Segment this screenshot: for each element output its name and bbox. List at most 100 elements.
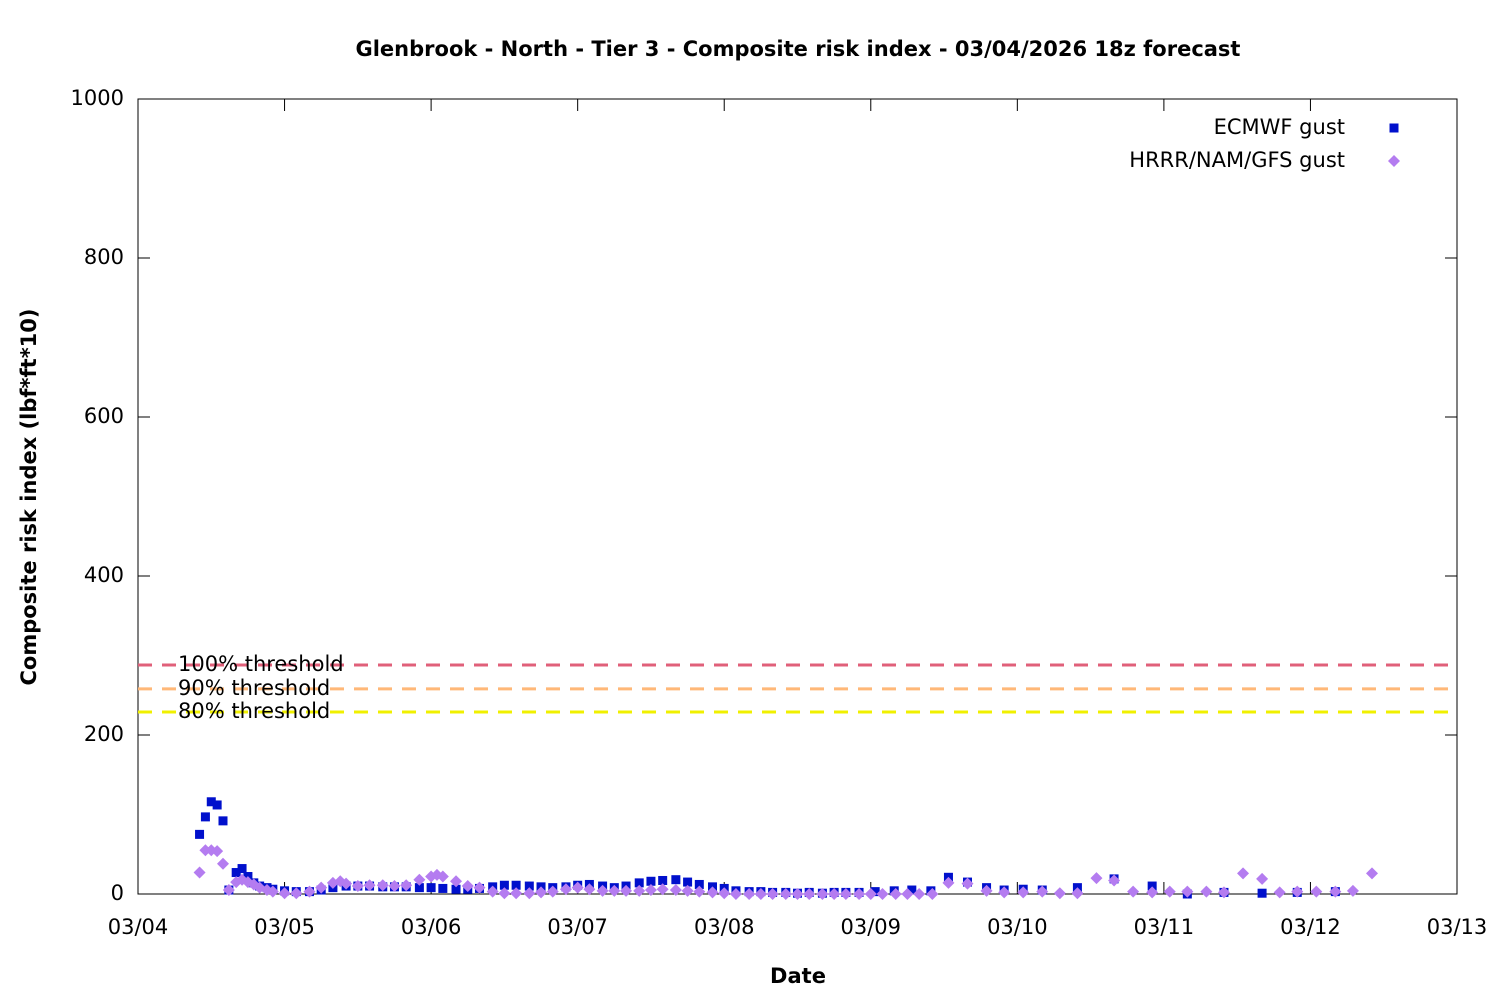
threshold-label: 80% threshold <box>178 699 330 723</box>
data-point <box>450 875 463 888</box>
data-point <box>706 886 719 899</box>
data-point <box>853 888 866 900</box>
data-point <box>1217 886 1230 899</box>
data-point <box>889 888 902 900</box>
data-point <box>729 888 742 900</box>
data-point <box>671 875 681 885</box>
data-point <box>1291 885 1304 898</box>
data-point <box>1163 885 1176 898</box>
data-point <box>681 884 694 897</box>
data-point <box>718 887 731 900</box>
data-point <box>803 888 816 900</box>
data-point <box>646 876 656 886</box>
data-point <box>791 888 804 900</box>
threshold-label: 100% threshold <box>178 652 344 676</box>
data-point <box>217 857 230 870</box>
legend-label: ECMWF gust <box>1214 115 1345 139</box>
legend-marker <box>1388 155 1400 167</box>
x-tick-label: 03/12 <box>1280 915 1341 939</box>
data-point <box>473 881 486 894</box>
data-point <box>499 880 509 890</box>
data-point <box>1273 886 1286 899</box>
data-point <box>870 887 880 897</box>
data-point <box>237 864 247 874</box>
data-point <box>816 888 829 900</box>
y-axis-label: Composite risk index (lbf*ft*10) <box>17 308 41 685</box>
data-point <box>779 888 792 900</box>
data-point <box>656 883 669 896</box>
data-point <box>658 875 668 885</box>
data-point <box>303 885 316 898</box>
data-point <box>1146 886 1159 899</box>
threshold-label: 90% threshold <box>178 676 330 700</box>
x-tick-label: 03/04 <box>108 915 169 939</box>
data-point <box>828 888 841 900</box>
data-point <box>1365 867 1378 880</box>
data-point <box>1310 885 1323 898</box>
data-point <box>193 866 206 879</box>
data-point <box>436 870 449 883</box>
data-point <box>596 884 609 897</box>
data-point <box>351 880 364 893</box>
data-point <box>218 816 228 826</box>
data-point <box>340 877 353 890</box>
data-point <box>1257 888 1267 898</box>
data-point <box>1071 887 1084 900</box>
plot-frame <box>137 98 1458 895</box>
y-tick-label: 800 <box>84 245 124 269</box>
data-point <box>1256 872 1269 885</box>
data-point <box>669 884 682 897</box>
legend-label: HRRR/NAM/GFS gust <box>1129 148 1345 172</box>
y-tick-label: 200 <box>84 722 124 746</box>
x-tick-label: 03/08 <box>694 915 755 939</box>
data-point <box>222 884 235 897</box>
data-point <box>743 888 756 900</box>
y-tick-label: 0 <box>111 881 124 905</box>
data-point <box>1053 887 1066 900</box>
x-tick-label: 03/05 <box>254 915 315 939</box>
data-point <box>608 884 621 897</box>
data-point <box>926 888 939 900</box>
data-point <box>1329 885 1342 898</box>
x-tick-label: 03/11 <box>1134 915 1195 939</box>
data-point <box>195 829 205 839</box>
data-point <box>559 883 572 896</box>
data-point <box>913 888 926 900</box>
y-tick-label: 1000 <box>71 86 124 110</box>
data-point <box>231 868 241 878</box>
data-point <box>247 878 260 891</box>
data-point <box>839 888 852 900</box>
data-point <box>461 880 474 893</box>
data-point <box>376 879 389 892</box>
data-point <box>1346 884 1359 897</box>
data-point <box>901 888 914 900</box>
data-point <box>864 888 877 900</box>
x-tick-label: 03/13 <box>1427 915 1488 939</box>
x-tick-label: 03/09 <box>841 915 902 939</box>
data-point <box>266 885 279 898</box>
data-point <box>212 800 222 810</box>
data-point <box>451 884 461 894</box>
data-point <box>980 884 993 897</box>
data-point <box>620 884 633 897</box>
data-point <box>1036 885 1049 898</box>
data-point <box>524 881 534 891</box>
data-point <box>998 886 1011 899</box>
data-point <box>961 877 974 890</box>
data-point <box>211 845 224 858</box>
data-point <box>694 879 704 889</box>
data-point <box>766 888 779 900</box>
x-axis-label: Date <box>770 964 826 988</box>
data-point <box>1237 867 1250 880</box>
data-point <box>644 884 657 897</box>
data-point <box>315 881 328 894</box>
data-point <box>523 887 536 900</box>
data-point <box>426 883 436 893</box>
data-point <box>942 876 955 889</box>
x-tick-label: 03/06 <box>401 915 462 939</box>
data-point <box>1200 885 1213 898</box>
data-point <box>206 797 216 807</box>
data-point <box>388 880 401 893</box>
data-point <box>571 881 584 894</box>
data-point <box>754 888 767 900</box>
